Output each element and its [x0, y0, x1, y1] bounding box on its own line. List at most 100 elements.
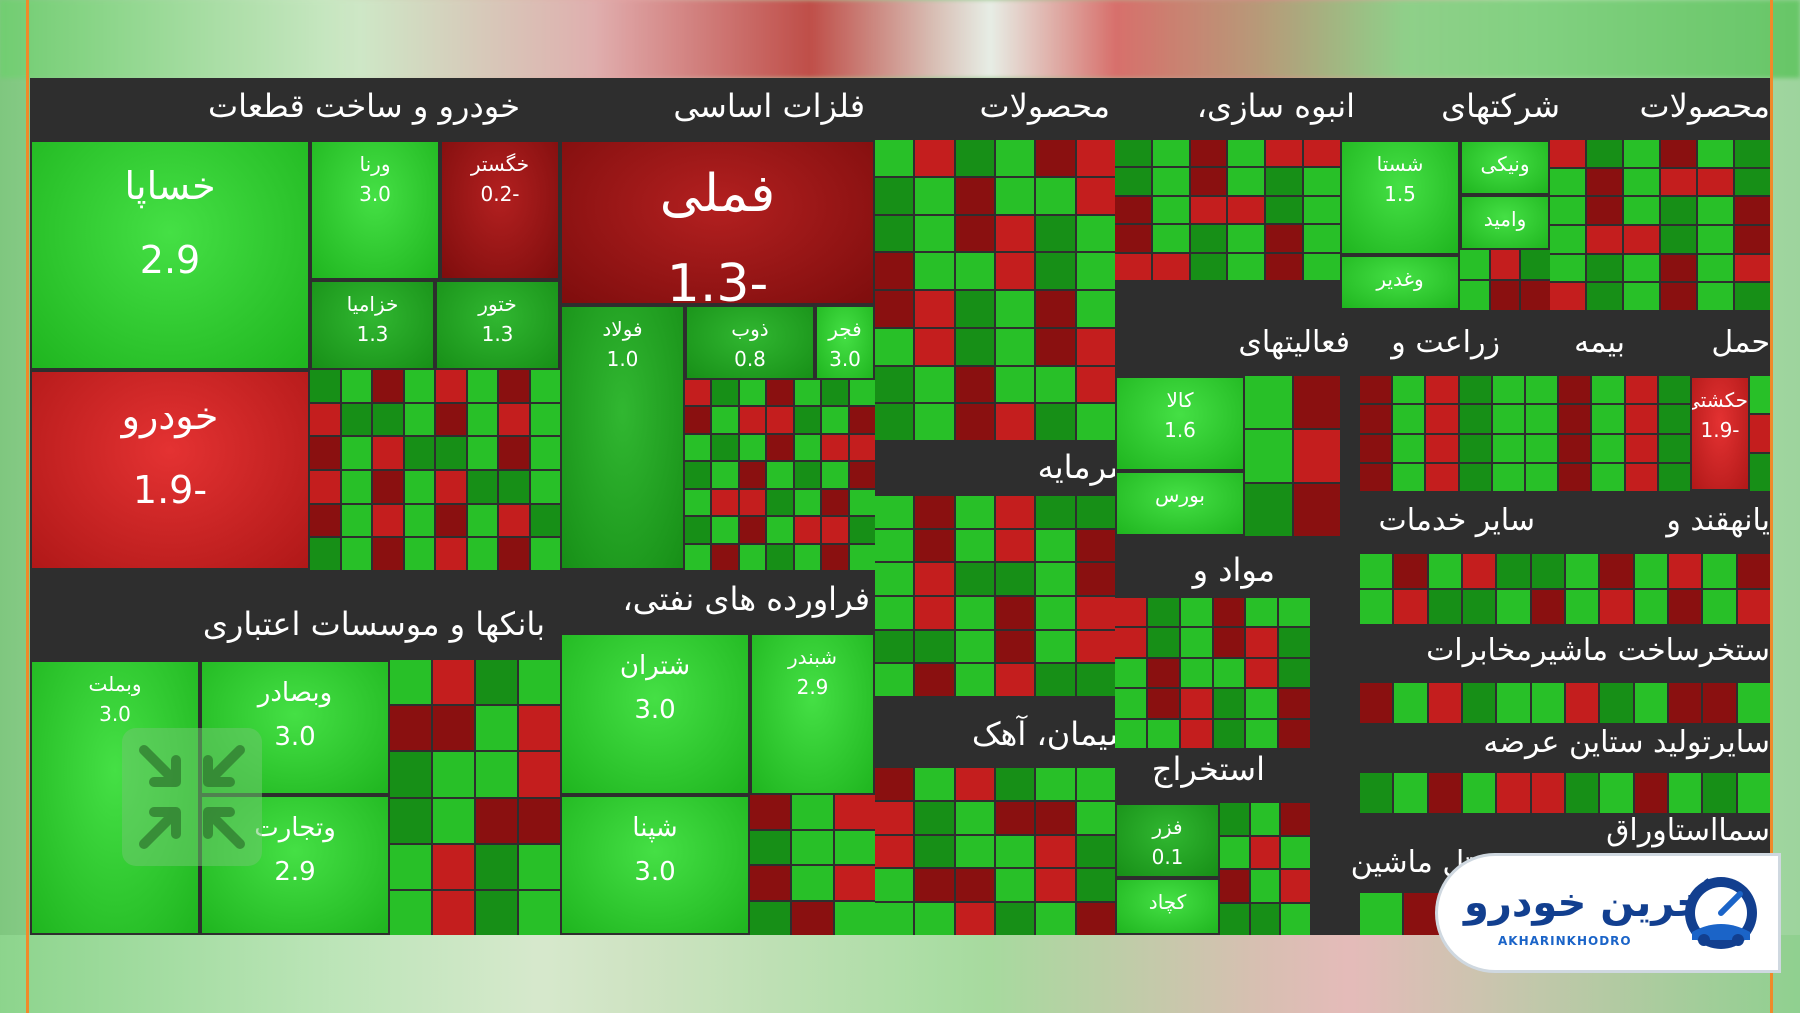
mini-stock-tile[interactable] — [1213, 598, 1245, 627]
mini-stock-tile[interactable] — [373, 437, 403, 469]
mini-stock-tile[interactable] — [1180, 689, 1212, 718]
mini-stock-tile[interactable] — [1036, 596, 1075, 629]
mini-stock-tile[interactable] — [1492, 463, 1524, 491]
mini-stock-tile[interactable] — [1658, 463, 1690, 491]
mini-stock-tile[interactable] — [1497, 683, 1530, 723]
mini-stock-tile[interactable] — [739, 544, 766, 570]
mini-stock-tile[interactable] — [915, 529, 954, 562]
mini-stock-tile[interactable] — [1266, 196, 1303, 224]
mini-stock-tile[interactable] — [1036, 215, 1075, 252]
mini-stock-tile[interactable] — [875, 563, 914, 595]
mini-stock-tile[interactable] — [1497, 554, 1530, 588]
mini-stock-tile[interactable] — [1293, 430, 1340, 482]
mini-stock-tile[interactable] — [1115, 140, 1151, 167]
mini-stock-tile[interactable] — [955, 366, 994, 403]
mini-stock-tile[interactable] — [1492, 434, 1524, 462]
mini-stock-tile[interactable] — [1661, 140, 1696, 167]
mini-stock-tile[interactable] — [341, 437, 371, 469]
mini-stock-tile[interactable] — [712, 434, 738, 461]
mini-stock-tile[interactable] — [1698, 140, 1733, 167]
mini-stock-tile[interactable] — [1180, 719, 1212, 748]
mini-stock-tile[interactable] — [1625, 376, 1657, 404]
mini-stock-tile[interactable] — [955, 404, 994, 440]
mini-stock-tile[interactable] — [1036, 291, 1075, 327]
mini-stock-tile[interactable] — [1180, 658, 1212, 688]
mini-stock-tile[interactable] — [1281, 836, 1310, 868]
mini-stock-tile[interactable] — [1152, 168, 1189, 195]
mini-stock-tile[interactable] — [499, 538, 529, 570]
mini-stock-tile[interactable] — [1490, 281, 1520, 310]
mini-stock-tile[interactable] — [1360, 590, 1393, 624]
mini-stock-tile[interactable] — [1600, 590, 1633, 624]
tile-hkeshti[interactable]: حکشتی 1.9- — [1690, 376, 1750, 491]
mini-stock-tile[interactable] — [1076, 630, 1115, 663]
tile-khegostar[interactable]: خگستر 0.2- — [440, 140, 560, 280]
mini-stock-tile[interactable] — [1036, 903, 1075, 935]
mini-stock-tile[interactable] — [1587, 168, 1622, 196]
mini-stock-tile[interactable] — [476, 798, 517, 843]
mini-stock-tile[interactable] — [1698, 168, 1733, 196]
mini-stock-tile[interactable] — [1735, 254, 1770, 282]
mini-stock-tile[interactable] — [1076, 801, 1115, 834]
mini-stock-tile[interactable] — [404, 470, 434, 503]
mini-stock-tile[interactable] — [822, 434, 848, 461]
mini-stock-tile[interactable] — [1036, 529, 1075, 562]
mini-stock-tile[interactable] — [1559, 405, 1591, 433]
mini-stock-tile[interactable] — [1266, 168, 1303, 195]
mini-stock-tile[interactable] — [1076, 404, 1115, 440]
mini-stock-tile[interactable] — [1036, 404, 1075, 440]
mini-stock-tile[interactable] — [1036, 140, 1075, 176]
mini-stock-tile[interactable] — [1737, 773, 1770, 813]
tile-vamid[interactable]: وامید — [1460, 195, 1550, 250]
mini-stock-tile[interactable] — [390, 798, 431, 843]
mini-stock-tile[interactable] — [955, 664, 994, 696]
mini-stock-tile[interactable] — [875, 140, 914, 176]
mini-stock-tile[interactable] — [1266, 253, 1303, 280]
mini-stock-tile[interactable] — [915, 291, 954, 327]
mini-stock-tile[interactable] — [390, 706, 431, 751]
mini-stock-tile[interactable] — [915, 869, 954, 902]
mini-stock-tile[interactable] — [1147, 719, 1179, 748]
mini-stock-tile[interactable] — [530, 470, 560, 503]
mini-stock-tile[interactable] — [1147, 598, 1179, 627]
mini-stock-tile[interactable] — [822, 407, 848, 433]
mini-stock-tile[interactable] — [1624, 197, 1659, 224]
mini-stock-tile[interactable] — [955, 496, 994, 528]
mini-stock-tile[interactable] — [1634, 773, 1667, 813]
mini-stock-tile[interactable] — [1462, 683, 1496, 723]
mini-stock-tile[interactable] — [1600, 773, 1633, 813]
mini-stock-tile[interactable] — [1279, 598, 1310, 627]
mini-stock-tile[interactable] — [530, 403, 560, 436]
mini-stock-tile[interactable] — [1698, 254, 1733, 282]
mini-stock-tile[interactable] — [1658, 434, 1690, 462]
mini-stock-tile[interactable] — [1036, 177, 1075, 214]
mini-stock-tile[interactable] — [712, 489, 738, 516]
mini-stock-tile[interactable] — [1497, 773, 1530, 813]
mini-stock-tile[interactable] — [834, 901, 875, 935]
tile-vorna[interactable]: ورنا 3.0 — [310, 140, 440, 280]
mini-stock-tile[interactable] — [1624, 254, 1659, 282]
mini-stock-tile[interactable] — [1625, 434, 1657, 462]
mini-stock-tile[interactable] — [712, 380, 738, 406]
tile-foolad[interactable]: فولاد 1.0 — [560, 305, 685, 570]
mini-stock-tile[interactable] — [995, 215, 1035, 252]
mini-stock-tile[interactable] — [341, 538, 371, 570]
mini-stock-tile[interactable] — [1735, 197, 1770, 224]
mini-stock-tile[interactable] — [1304, 225, 1340, 252]
mini-stock-tile[interactable] — [794, 407, 821, 433]
mini-stock-tile[interactable] — [685, 544, 711, 570]
mini-stock-tile[interactable] — [433, 660, 474, 705]
mini-stock-tile[interactable] — [1076, 664, 1115, 696]
mini-stock-tile[interactable] — [995, 869, 1035, 902]
tile-vaniki[interactable]: ونیکی — [1460, 140, 1550, 195]
mini-stock-tile[interactable] — [341, 470, 371, 503]
mini-stock-tile[interactable] — [433, 798, 474, 843]
mini-stock-tile[interactable] — [1266, 140, 1303, 167]
mini-stock-tile[interactable] — [530, 538, 560, 570]
mini-stock-tile[interactable] — [373, 538, 403, 570]
mini-stock-tile[interactable] — [995, 835, 1035, 868]
mini-stock-tile[interactable] — [1279, 719, 1310, 748]
mini-stock-tile[interactable] — [519, 660, 560, 705]
mini-stock-tile[interactable] — [1076, 835, 1115, 868]
tile-shpena[interactable]: شپنا 3.0 — [560, 795, 750, 935]
